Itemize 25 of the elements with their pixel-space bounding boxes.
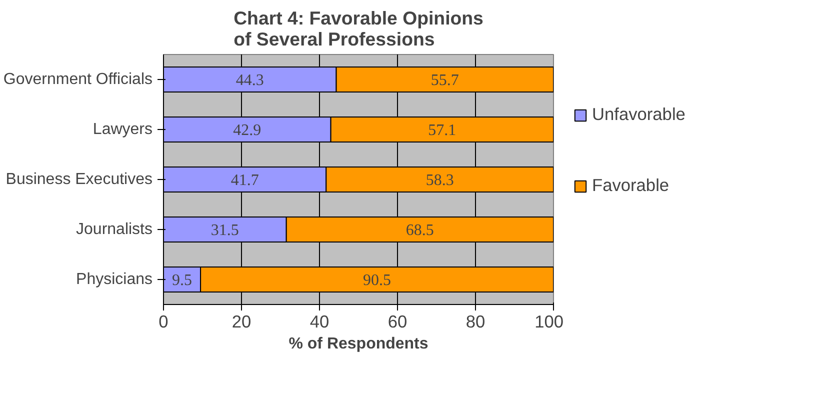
y-tick-label: Physicians	[76, 271, 153, 288]
data-label: 90.5	[363, 272, 392, 289]
data-label: 68.5	[406, 222, 434, 239]
x-tick-label: 20	[232, 312, 252, 332]
data-label: 42.9	[233, 122, 262, 139]
data-label: 31.5	[210, 222, 239, 239]
y-tick-label: Lawyers	[92, 121, 152, 138]
chart-title: Chart 4: Favorable Opinions of Several Professions	[234, 8, 484, 50]
data-label: 55.7	[430, 72, 459, 89]
x-tick-label: 60	[388, 312, 408, 332]
data-label: 41.7	[230, 172, 259, 189]
y-tick-label: Journalists	[76, 221, 153, 238]
y-tick-label: Business Executives	[6, 171, 152, 188]
y-tick-label: Government Officials	[3, 71, 152, 88]
x-tick-label: 0	[158, 312, 168, 332]
x-tick-label: 100	[534, 312, 564, 332]
data-label: 58.3	[426, 172, 454, 189]
legend-label: Unfavorable	[592, 104, 686, 125]
legend-label: Favorable	[592, 175, 670, 196]
x-tick-label: 80	[466, 312, 486, 332]
data-label: 44.3	[236, 72, 264, 89]
x-axis-title: % of Respondents	[288, 336, 428, 352]
data-label: 57.1	[428, 122, 456, 139]
data-label: 9.5	[172, 272, 192, 289]
x-tick-label: 40	[310, 312, 330, 332]
